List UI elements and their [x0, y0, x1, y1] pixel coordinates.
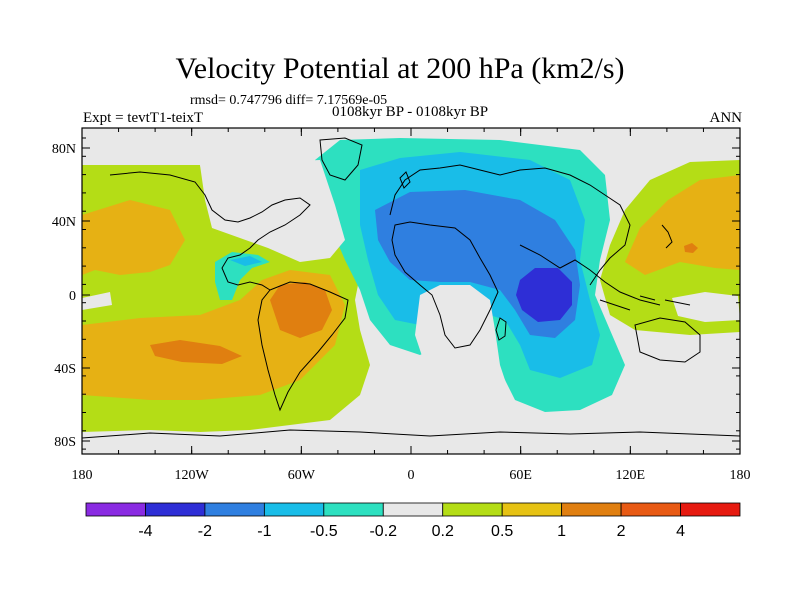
- y-tick-label: 0: [69, 289, 76, 304]
- pacific-positive-mid: [82, 200, 185, 275]
- europe-coast: [389, 164, 631, 286]
- southern-ocean-neutral: [330, 408, 660, 448]
- caribbean-negative-weak: [215, 252, 270, 300]
- asia-pacific-positive-mid: [625, 175, 740, 275]
- colorbar-label: 0.5: [491, 523, 513, 540]
- y-tick-label: 40S: [54, 362, 76, 377]
- x-tick-label: 60E: [509, 468, 532, 483]
- colorbar-swatch: [323, 502, 384, 517]
- x-tick-label: 180: [72, 468, 93, 483]
- y-tick-label: 80S: [54, 435, 76, 450]
- x-tick-label: 180: [730, 468, 751, 483]
- map-title: Velocity Potential at 200 hPa (km2/s): [175, 52, 625, 85]
- colorbar-label: -4: [138, 523, 152, 540]
- season-label: ANN: [709, 110, 743, 126]
- colorbar-swatch: [501, 502, 563, 517]
- colorbar-swatch: [620, 502, 681, 517]
- experiment-label: Expt = tevtT1-teixT: [83, 110, 204, 126]
- east-pacific-neutral: [82, 292, 112, 310]
- colorbar-label: 2: [617, 523, 626, 540]
- x-tick-label: 0: [408, 468, 415, 483]
- x-tick-label: 60W: [288, 468, 316, 483]
- colorbar-swatch: [204, 502, 265, 517]
- contour-fill-layer: [82, 128, 740, 454]
- madagascar-coast: [495, 317, 507, 341]
- west-pacific-strong-spot: [684, 243, 698, 253]
- colorbar-swatch: [680, 502, 741, 517]
- colorbar-label: 4: [676, 523, 685, 540]
- colorbar-label: 1: [557, 523, 566, 540]
- africa-coast: [391, 221, 499, 349]
- coastlines: [82, 137, 740, 439]
- north-america-coast: [109, 171, 311, 291]
- west-pacific-neutral: [672, 292, 740, 322]
- colorbar-swatch: [145, 502, 206, 517]
- colorbar-swatch: [561, 502, 622, 517]
- colorbar-swatch: [382, 502, 444, 517]
- colorbar: -4 -2 -1 -0.5 -0.2 0.2 0.5 1 2 4: [85, 502, 741, 540]
- colorbar-swatch: [442, 502, 503, 517]
- japan-coast: [661, 224, 673, 249]
- stats-label: rmsd= 0.747796 diff= 7.17569e-05: [190, 93, 388, 108]
- greenland-coast: [319, 137, 363, 181]
- antarctica-coast: [82, 429, 740, 439]
- colorbar-label: 0.2: [432, 523, 454, 540]
- south-pacific-strong: [150, 340, 242, 364]
- colorbar-label: -0.5: [310, 523, 338, 540]
- colorbar-label: -0.2: [369, 523, 397, 540]
- indonesia-coast: [599, 295, 691, 311]
- uk-coast: [399, 171, 411, 189]
- period-label: 0108kyr BP - 0108kyr BP: [331, 104, 489, 120]
- africa-neutral-band: [415, 285, 510, 410]
- asia-coast: [519, 244, 661, 306]
- south-america-coast: [257, 281, 349, 412]
- y-tick-label: 80N: [52, 142, 76, 157]
- indian-ocean-negative-max: [516, 268, 572, 322]
- axis-ticks: 80N 40N 0 40S 80S 180 120W 60W 0 60E 120E 180: [52, 128, 751, 483]
- x-tick-label: 120E: [616, 468, 646, 483]
- colorbar-swatch: [85, 502, 146, 517]
- colorbar-label: -2: [198, 523, 212, 540]
- x-tick-label: 120W: [175, 468, 210, 483]
- caribbean-negative-mid: [230, 256, 262, 266]
- australia-coast: [634, 317, 701, 363]
- colorbar-swatch: [263, 502, 325, 517]
- colorbar-label: -1: [257, 523, 271, 540]
- y-tick-label: 40N: [52, 215, 76, 230]
- south-america-strong: [270, 282, 332, 338]
- north-america-neutral: [200, 160, 345, 262]
